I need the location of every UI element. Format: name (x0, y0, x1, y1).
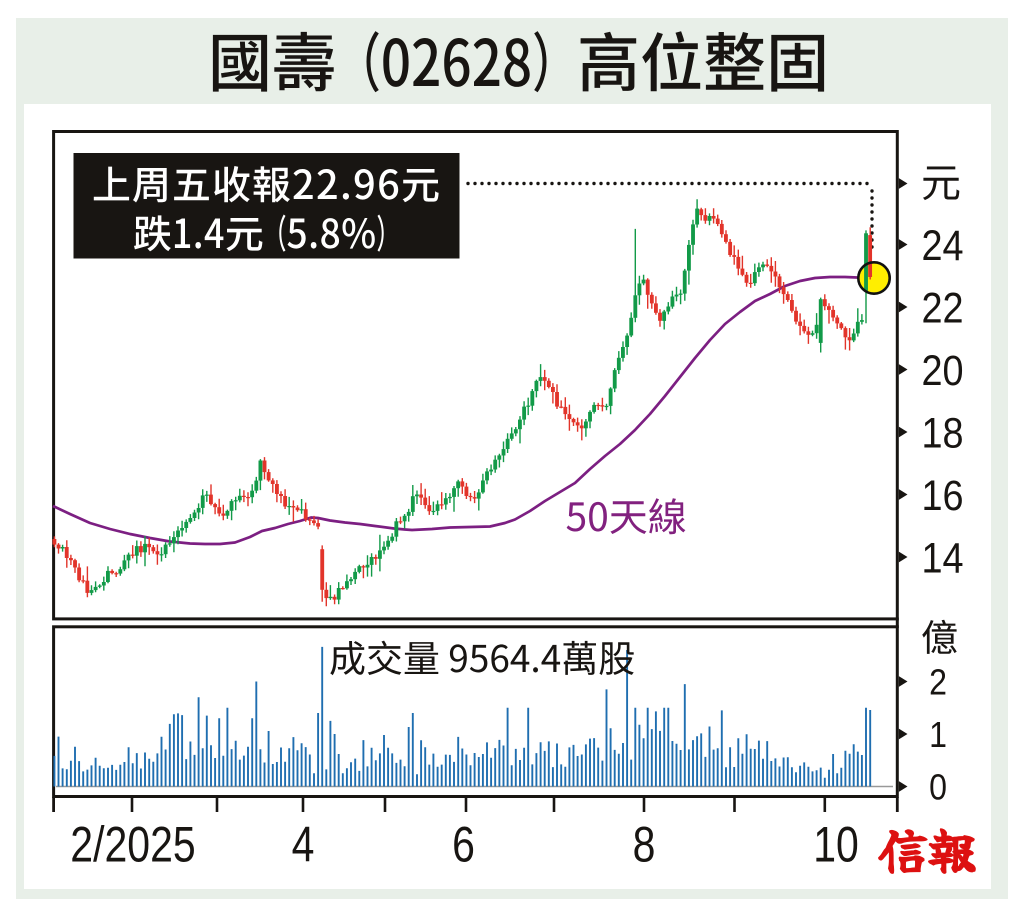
svg-text:6: 6 (452, 817, 475, 873)
svg-text:8: 8 (633, 817, 656, 873)
svg-text:2: 2 (929, 663, 947, 703)
svg-text:24: 24 (922, 221, 964, 270)
svg-text:16: 16 (922, 471, 964, 520)
svg-text:14: 14 (922, 533, 964, 582)
svg-text:10: 10 (813, 817, 859, 873)
svg-text:22: 22 (922, 283, 964, 332)
svg-text:20: 20 (922, 346, 964, 395)
svg-text:18: 18 (922, 408, 964, 457)
svg-text:2/2025: 2/2025 (70, 817, 195, 873)
svg-text:1: 1 (929, 715, 947, 755)
svg-text:0: 0 (929, 768, 947, 808)
svg-text:4: 4 (292, 817, 315, 873)
